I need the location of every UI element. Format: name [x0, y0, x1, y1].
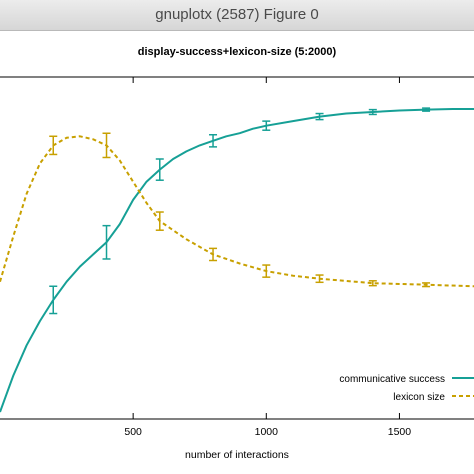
series-layer: [0, 107, 474, 413]
legend-label-lexicon-size: lexicon size: [393, 392, 445, 403]
error-bar: [368, 280, 377, 287]
x-axis-label: number of interactions: [185, 449, 289, 461]
x-tick-label: 1500: [388, 426, 412, 438]
error-bar: [422, 282, 431, 288]
error-bar: [209, 247, 218, 262]
chart-title: display-success+lexicon-size (5:2000): [138, 46, 337, 58]
x-ticks: 500 1000 1500: [124, 77, 411, 438]
error-bar: [262, 264, 271, 278]
error-bar: [262, 120, 271, 131]
error-bar: [49, 285, 58, 315]
legend-label-communicative-success: communicative success: [339, 374, 445, 385]
error-bar: [102, 132, 111, 159]
x-tick-label: 500: [124, 426, 142, 438]
legend: communicative success lexicon size: [339, 374, 474, 403]
window-titlebar: gnuplotx (2587) Figure 0: [0, 0, 474, 31]
error-bar: [209, 134, 218, 148]
error-bar: [315, 112, 324, 121]
error-bar: [368, 108, 377, 116]
error-bar: [102, 224, 111, 260]
error-bar: [49, 135, 58, 156]
window-title: gnuplotx (2587) Figure 0: [155, 6, 319, 23]
line-chart: display-success+lexicon-size (5:2000) 50…: [0, 46, 474, 461]
series-line-communicative-success: [0, 108, 474, 413]
error-bar: [315, 274, 324, 284]
x-tick-label: 1000: [255, 426, 279, 438]
error-bar: [422, 107, 431, 112]
error-bar: [155, 211, 164, 231]
error-bar: [155, 158, 164, 181]
plot-area: display-success+lexicon-size (5:2000) 50…: [0, 31, 474, 474]
series-line-lexicon-size: [0, 135, 474, 288]
